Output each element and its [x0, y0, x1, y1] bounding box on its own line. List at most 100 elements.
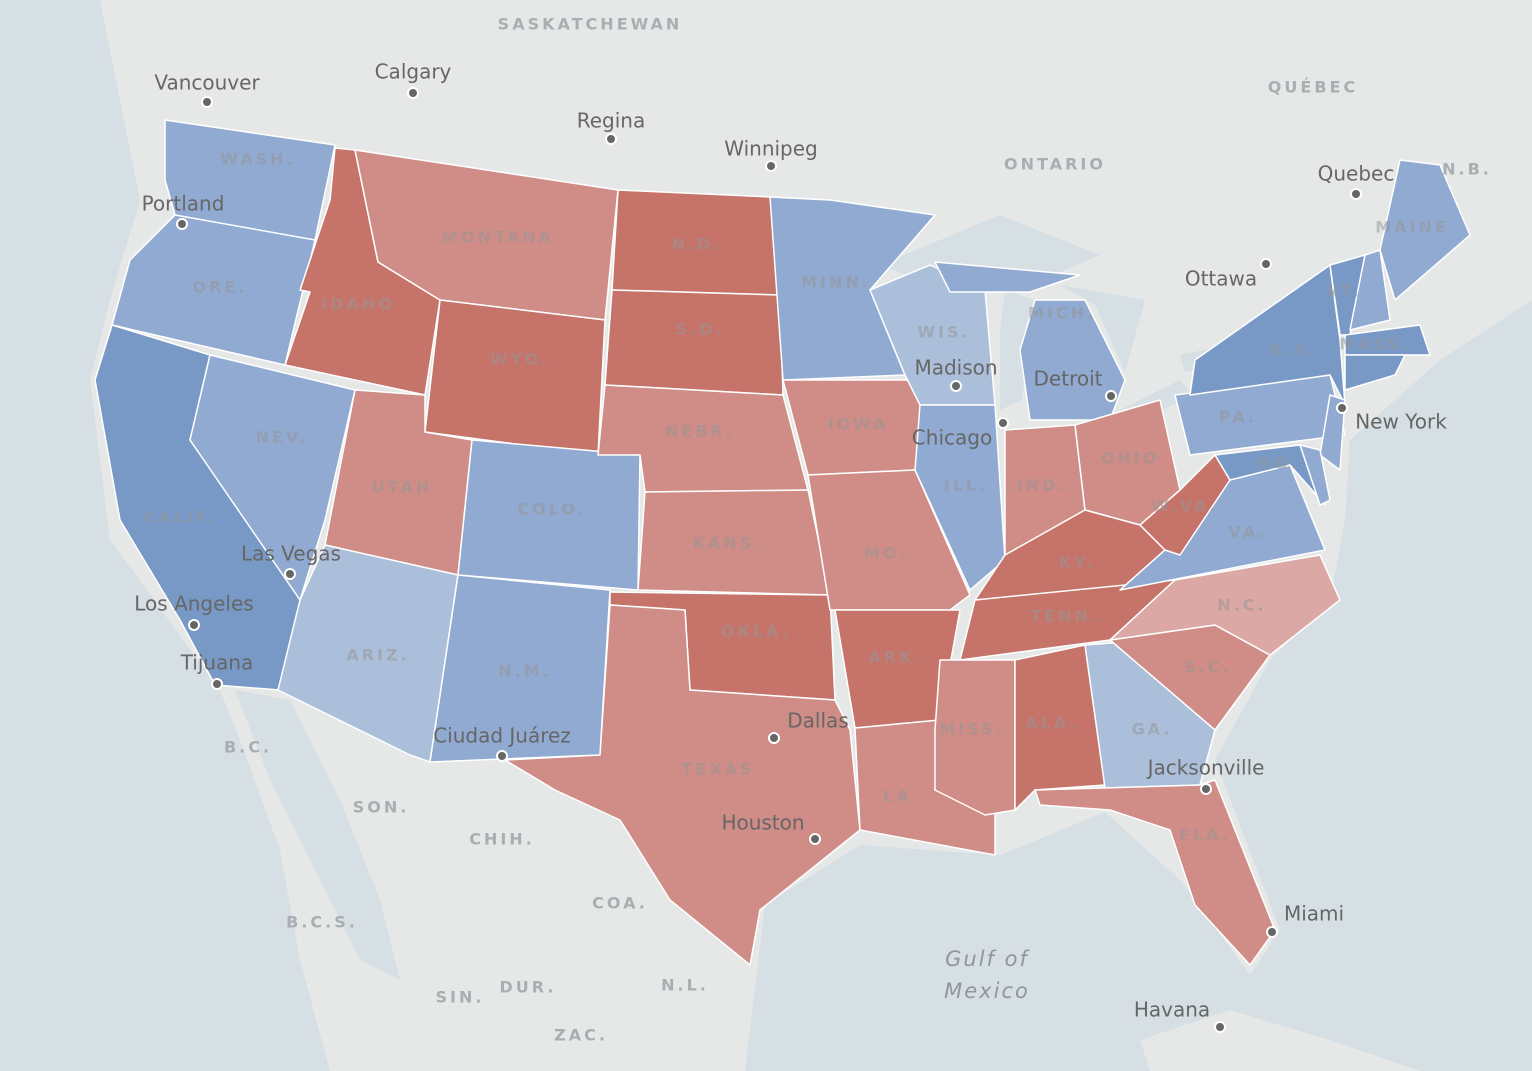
region-label: N.B.: [1442, 160, 1492, 179]
state-label: NEV.: [256, 428, 309, 447]
region-label: SASKATCHEWAN: [498, 15, 683, 34]
city-dot: [176, 218, 188, 230]
city-label: Dallas: [787, 709, 848, 733]
city-label: Portland: [142, 192, 225, 216]
city-dot: [284, 568, 296, 580]
city-label: Detroit: [1034, 367, 1103, 391]
state-label: MONTANA: [442, 228, 554, 247]
state: [1344, 354, 1406, 391]
state-label: VT.: [1326, 282, 1362, 301]
state-label: NEBR.: [665, 422, 735, 441]
state-label: IDAHO: [321, 295, 395, 314]
state: [1299, 444, 1331, 506]
state: [189, 354, 356, 601]
state: [1349, 249, 1391, 331]
state-label: MASS.: [1339, 335, 1411, 354]
state: [1319, 394, 1346, 471]
state-label: LA.: [883, 787, 921, 806]
state: [1214, 444, 1326, 506]
city-label: Havana: [1134, 998, 1210, 1022]
city-label: Chicago: [912, 426, 992, 450]
state-part: [934, 261, 1081, 293]
state-label: GA.: [1132, 720, 1173, 739]
city-dot: [1336, 402, 1348, 414]
state: [1379, 159, 1471, 301]
city-label: Tijuana: [180, 651, 254, 675]
state-label: S.C.: [1184, 658, 1231, 677]
state-label: TENN.: [1030, 607, 1100, 626]
labels: WASH. ORE. CALIF. NEV. IDAHO MONTANA WYO. UTAH C…: [134, 15, 1492, 1045]
city-dot: [768, 732, 780, 744]
gulf-of-california: [235, 690, 400, 980]
state-label: ORE.: [193, 278, 248, 297]
city-dot: [605, 133, 617, 145]
region-label: B.C.S.: [286, 913, 358, 932]
city-dot: [809, 833, 821, 845]
city-label: Houston: [721, 811, 804, 835]
city-dot: [1350, 188, 1362, 200]
state: [504, 604, 861, 966]
state: [604, 289, 784, 396]
state-label: OHIO: [1101, 449, 1160, 468]
region-label: CHIH.: [469, 830, 535, 849]
state-label: W.VA.: [1151, 497, 1218, 516]
city-dot: [1200, 783, 1212, 795]
state-label: UTAH: [372, 478, 432, 497]
state-label: MINN.: [801, 273, 871, 292]
city-dot: [188, 619, 200, 631]
city-label: Regina: [577, 109, 646, 133]
state: [111, 214, 316, 366]
region-label: QUÉBEC: [1268, 78, 1358, 97]
city-label: Los Angeles: [134, 592, 253, 616]
region-label: DUR.: [500, 978, 557, 997]
region-label: COA.: [592, 894, 648, 913]
state-label: WIS.: [917, 323, 970, 342]
region-label: N.L.: [661, 976, 709, 995]
city-label: Vancouver: [154, 71, 260, 95]
states: [94, 119, 1471, 966]
state-label: CALIF.: [144, 508, 217, 527]
state: [424, 299, 606, 456]
state-label: MISS.: [939, 720, 1004, 739]
state-label: MICH.: [1028, 304, 1096, 323]
city-dot: [765, 160, 777, 172]
city-label: Jacksonville: [1146, 756, 1265, 780]
state-label: N.D.: [672, 235, 723, 254]
state-label: FLA.: [1179, 826, 1231, 845]
lake-michigan: [1000, 290, 1035, 410]
city-dot: [1260, 258, 1272, 270]
city-dot: [211, 678, 223, 690]
state: [807, 469, 971, 611]
city-label: Quebec: [1318, 162, 1395, 186]
lake-huron: [1060, 285, 1145, 372]
water-label: Gulf of: [945, 947, 1030, 971]
state-label: IOWA: [828, 415, 889, 434]
city-label: Calgary: [375, 60, 452, 84]
state-label: PA.: [1219, 408, 1257, 427]
region-label: SON.: [353, 798, 410, 817]
state-label: VA.: [1228, 523, 1267, 542]
city-label: Madison: [914, 356, 997, 380]
cuba: [1140, 1010, 1420, 1071]
state-label: N.M.: [498, 662, 551, 681]
state: [1344, 324, 1431, 356]
city-dot: [496, 750, 508, 762]
region-label: ZAC.: [554, 1026, 608, 1045]
state-label: TEXAS: [681, 760, 754, 779]
city-dot: [997, 417, 1009, 429]
state-label: OKLA.: [721, 622, 791, 641]
state-label: ARK.: [868, 648, 923, 667]
state-label: MD.: [1256, 454, 1300, 473]
region-label: SIN.: [436, 988, 485, 1007]
city-dot: [201, 96, 213, 108]
state: [914, 404, 1006, 591]
state-label: WYO.: [490, 350, 550, 369]
city-dot: [1105, 390, 1117, 402]
city-label: Miami: [1284, 902, 1344, 926]
state-label: N.Y.: [1269, 340, 1315, 359]
city-dot: [950, 380, 962, 392]
state-label: S.D.: [676, 320, 725, 339]
region-label: B.C.: [224, 738, 272, 757]
region-label: ONTARIO: [1004, 155, 1106, 174]
